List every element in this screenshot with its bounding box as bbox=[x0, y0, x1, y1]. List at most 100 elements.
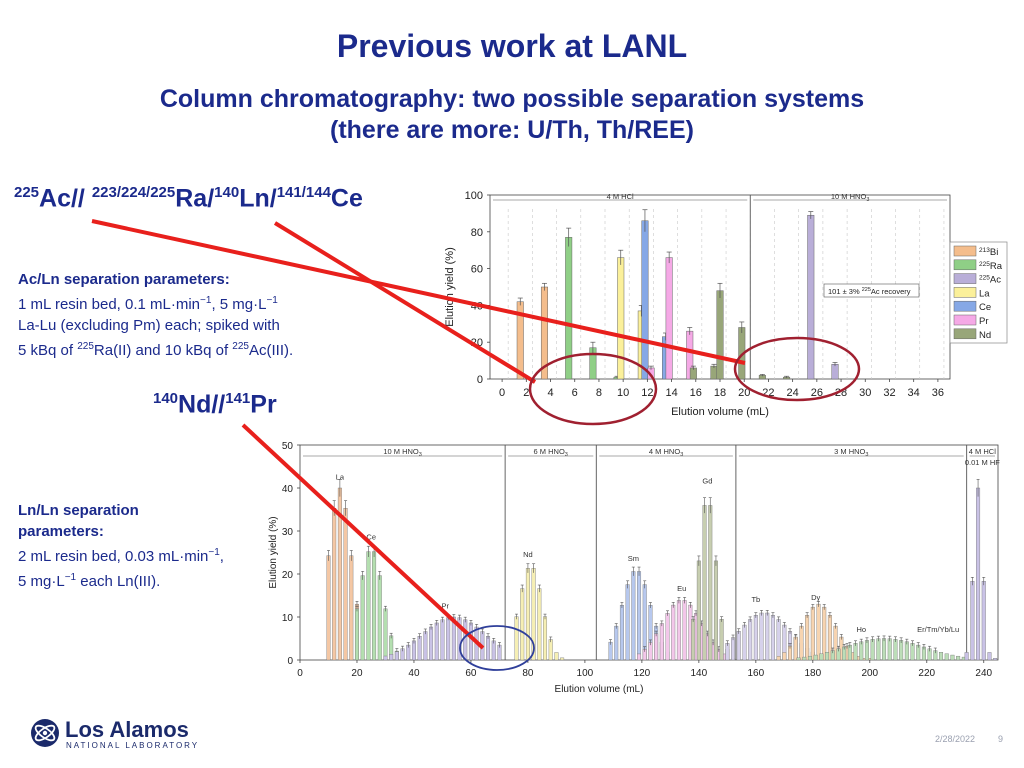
region-label: 10 M HNO3 bbox=[383, 447, 422, 458]
isotope-mass: 141 bbox=[225, 390, 251, 407]
bar bbox=[748, 619, 753, 661]
peak-label: Tb bbox=[751, 595, 760, 604]
ln-ln-line-2: 5 mg·L−1 each Ln(III). bbox=[18, 567, 268, 592]
bar bbox=[819, 653, 824, 661]
bar bbox=[514, 616, 519, 661]
x-tick-label: 8 bbox=[596, 387, 602, 399]
bar bbox=[816, 603, 821, 661]
isotope-symbol: Ln/ bbox=[239, 184, 277, 213]
bar bbox=[950, 654, 955, 661]
subtitle-line-1: Column chromatography: two possible sepa… bbox=[159, 85, 865, 113]
x-tick-label: 12 bbox=[641, 387, 653, 399]
bar bbox=[782, 652, 787, 661]
bar bbox=[383, 655, 388, 661]
peak-label: Pr bbox=[442, 601, 450, 610]
bar bbox=[987, 652, 992, 661]
bar bbox=[759, 612, 764, 661]
bar bbox=[893, 639, 898, 661]
peak-label: La bbox=[336, 472, 345, 481]
bar bbox=[360, 575, 365, 661]
legend-label: 225Ra bbox=[979, 261, 1003, 272]
y-axis-label: Elution yield (%) bbox=[268, 516, 279, 588]
text-run: Ra(II) and 10 kBq of bbox=[93, 342, 233, 359]
ac-ln-heading: Ac/Ln separation parameters: bbox=[18, 271, 230, 288]
legend-swatch bbox=[953, 328, 977, 340]
x-tick-label: 14 bbox=[665, 387, 677, 399]
bar bbox=[719, 619, 724, 661]
ln-ln-line-1: 2 mL resin bed, 0.03 mL·min−1, bbox=[18, 542, 268, 567]
x-tick-label: 32 bbox=[883, 387, 895, 399]
bar bbox=[637, 571, 642, 661]
y-tick-label: 10 bbox=[282, 613, 294, 624]
y-tick-label: 80 bbox=[471, 227, 483, 239]
logo-name: Los Alamos bbox=[65, 717, 189, 742]
isotope-symbol: Ra/ bbox=[175, 184, 215, 213]
bar bbox=[349, 555, 354, 661]
bar bbox=[713, 560, 718, 661]
bar bbox=[904, 641, 909, 661]
bar bbox=[343, 508, 348, 661]
peak-label: Er/Tm/Yb/Lu bbox=[917, 625, 959, 634]
bar bbox=[608, 641, 613, 661]
bar bbox=[491, 640, 496, 661]
y-tick-label: 20 bbox=[471, 337, 483, 349]
x-tick-label: 160 bbox=[747, 668, 764, 679]
bar bbox=[870, 639, 875, 661]
x-tick-label: 120 bbox=[634, 668, 651, 679]
bar bbox=[619, 605, 624, 661]
ln-ln-parameters: Ln/Ln separation parameters: 2 mL resin … bbox=[18, 500, 268, 592]
text-sup: 225 bbox=[232, 341, 249, 352]
x-tick-label: 200 bbox=[861, 668, 878, 679]
y-tick-label: 30 bbox=[282, 527, 294, 538]
bar bbox=[440, 619, 445, 661]
y-tick-label: 0 bbox=[287, 656, 293, 667]
bar bbox=[859, 641, 864, 661]
bar bbox=[716, 290, 724, 380]
region-label: 4 M HNO3 bbox=[649, 447, 683, 458]
isotope-mass: 140 bbox=[153, 390, 179, 407]
bar bbox=[776, 656, 781, 661]
x-tick-label: 20 bbox=[738, 387, 750, 399]
bar bbox=[423, 631, 428, 661]
x-tick-label: 40 bbox=[408, 668, 420, 679]
peak-label: Eu bbox=[677, 584, 686, 593]
x-tick-label: 60 bbox=[465, 668, 477, 679]
bar bbox=[682, 600, 687, 661]
bar bbox=[665, 257, 673, 380]
bar bbox=[864, 640, 869, 661]
x-tick-label: 2 bbox=[523, 387, 529, 399]
bar bbox=[753, 615, 758, 661]
bar bbox=[944, 653, 949, 661]
bar bbox=[765, 612, 770, 661]
bar bbox=[970, 581, 975, 661]
peak-label: Nd bbox=[523, 550, 533, 559]
bar bbox=[939, 652, 944, 661]
bar bbox=[389, 653, 394, 661]
region-label: 3 M HNO3 bbox=[834, 447, 868, 458]
bar bbox=[525, 568, 530, 661]
x-tick-label: 10 bbox=[617, 387, 629, 399]
bar bbox=[543, 616, 548, 661]
bar bbox=[417, 636, 422, 661]
isotope-mass: 225 bbox=[14, 184, 40, 201]
bar bbox=[659, 623, 664, 661]
bar bbox=[807, 214, 815, 380]
region-label: 10 M HNO3 bbox=[831, 192, 870, 203]
bar bbox=[394, 651, 399, 661]
bar bbox=[887, 638, 892, 661]
bar bbox=[411, 640, 416, 661]
bar bbox=[776, 619, 781, 661]
peak-label: Dy bbox=[811, 593, 820, 602]
y-axis-label: Elution yield (%) bbox=[444, 247, 456, 326]
bar bbox=[463, 619, 468, 661]
text-sup: 225 bbox=[77, 341, 94, 352]
ac-ln-parameters: Ac/Ln separation parameters: 1 mL resin … bbox=[18, 269, 348, 361]
bar bbox=[770, 615, 775, 661]
text-run: , 5 mg·L bbox=[211, 296, 267, 313]
region-label: 4 M HCl bbox=[969, 447, 996, 456]
bar bbox=[480, 631, 485, 661]
bar bbox=[708, 505, 713, 661]
bar bbox=[831, 364, 839, 380]
peak-label: Gd bbox=[702, 477, 712, 486]
bar bbox=[434, 622, 439, 661]
